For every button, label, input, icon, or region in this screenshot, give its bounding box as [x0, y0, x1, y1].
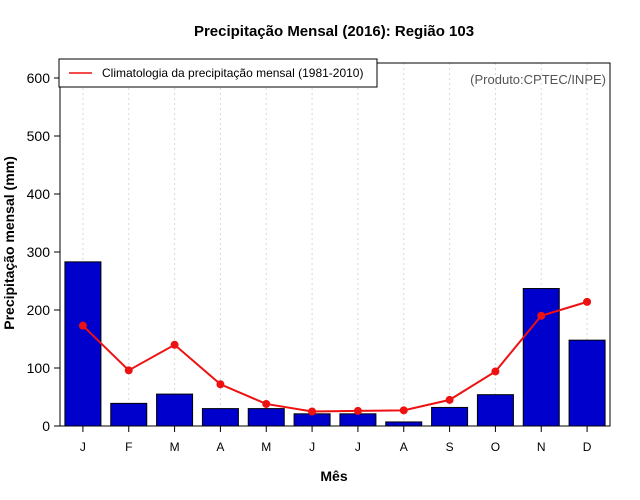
y-tick-label: 300	[27, 244, 51, 260]
climatology-point	[216, 380, 225, 389]
climatology-line	[78, 297, 592, 416]
grid	[82, 63, 588, 426]
x-tick-label: S	[446, 440, 454, 454]
x-tick-label: A	[216, 440, 224, 454]
bar	[64, 261, 102, 427]
bar	[110, 402, 148, 427]
y-tick-label: 100	[27, 360, 51, 376]
climatology-series-line	[82, 300, 588, 413]
climatology-point	[262, 399, 271, 408]
x-axis-label: Mês	[320, 468, 347, 484]
bar	[431, 406, 469, 427]
climatology-point	[353, 406, 362, 415]
climatology-point	[124, 366, 133, 375]
x-tick-label: O	[491, 440, 500, 454]
source-annotation: (Produto:CPTEC/INPE)	[470, 72, 606, 87]
y-axis-label: Precipitação mensal (mm)	[1, 156, 17, 330]
climatology-point	[170, 340, 179, 349]
legend-label: Climatologia da precipitação mensal (198…	[102, 66, 363, 80]
y-tick-label: 400	[27, 186, 51, 202]
climatology-point	[445, 395, 454, 404]
climatology-point	[491, 367, 500, 376]
bar	[522, 288, 560, 427]
y-tick-label: 0	[42, 418, 50, 434]
x-tick-label: J	[355, 440, 361, 454]
chart-title: Precipitação Mensal (2016): Região 103	[194, 23, 474, 40]
x-tick-label: J	[309, 440, 315, 454]
climatology-point	[537, 311, 546, 320]
bar	[156, 393, 194, 427]
y-tick-label: 600	[27, 70, 51, 86]
x-tick-label: D	[583, 440, 592, 454]
x-tick-label: F	[125, 440, 132, 454]
climatology-point	[308, 407, 317, 416]
climatology-point	[78, 321, 87, 330]
x-tick-label: J	[80, 440, 86, 454]
legend-box	[58, 58, 378, 88]
legend: Climatologia da precipitação mensal (198…	[58, 58, 378, 88]
climatology-point	[399, 406, 408, 415]
bar	[339, 413, 377, 427]
bar	[385, 421, 423, 427]
bar	[476, 394, 514, 427]
bars	[64, 261, 606, 427]
x-tick-label: A	[400, 440, 408, 454]
bar	[247, 408, 285, 427]
bar	[568, 339, 606, 427]
y-tick-label: 500	[27, 128, 51, 144]
bar	[201, 408, 239, 427]
x-tick-label: M	[170, 440, 180, 454]
bar	[293, 413, 331, 427]
x-tick-label: N	[537, 440, 546, 454]
x-tick-label: M	[261, 440, 271, 454]
y-tick-label: 200	[27, 302, 51, 318]
y-axis: 0 100 200 300 400 500 600	[27, 70, 60, 434]
climatology-point	[583, 297, 592, 306]
